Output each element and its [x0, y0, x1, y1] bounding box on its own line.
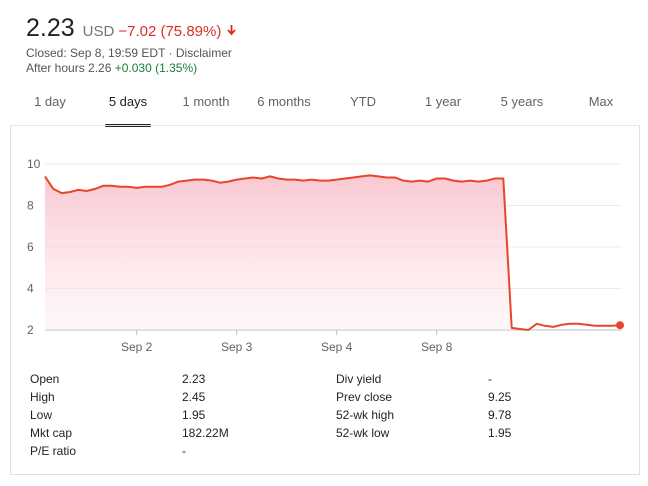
x-axis: Sep 2 Sep 3 Sep 4 Sep 8: [121, 330, 453, 354]
stat-value: -: [182, 444, 186, 458]
stat-value: 182.22M: [182, 426, 229, 440]
y-tick-label: 4: [27, 282, 34, 296]
stat-pe-ratio: P/E ratio -: [30, 444, 290, 462]
stat-label: P/E ratio: [30, 444, 77, 458]
tab-1-day[interactable]: 1 day: [34, 94, 66, 109]
stat-52wk-high: 52-wk high 9.78: [336, 408, 590, 426]
y-tick-label: 10: [27, 157, 41, 171]
price-change: −7.02 (75.89%): [118, 23, 222, 40]
price-line-series: [44, 174, 621, 331]
y-axis-labels: 10 8 6 4 2: [27, 157, 41, 337]
price-line: 2.23 USD −7.02 (75.89%): [26, 14, 237, 43]
chart-card: [10, 125, 640, 475]
stat-prev-close: Prev close 9.25: [336, 390, 590, 408]
y-tick-label: 8: [27, 199, 34, 213]
currency-code: USD: [82, 23, 115, 40]
stat-value: 9.78: [488, 408, 512, 422]
stat-value: 2.45: [182, 390, 206, 404]
stat-value: 9.25: [488, 390, 512, 404]
closed-time: Closed: Sep 8, 19:59 EDT: [26, 46, 166, 60]
tab-ytd[interactable]: YTD: [350, 94, 376, 109]
x-tick-label: Sep 4: [321, 340, 353, 354]
stat-high: High 2.45: [30, 390, 290, 408]
stat-label: Div yield: [336, 372, 382, 386]
tab-5-days[interactable]: 5 days: [105, 84, 151, 127]
stat-label: Prev close: [336, 390, 393, 404]
stat-52wk-low: 52-wk low 1.95: [336, 426, 590, 444]
stat-label: High: [30, 390, 55, 404]
stat-low: Low 1.95: [30, 408, 290, 426]
tab-max[interactable]: Max: [588, 94, 614, 109]
price-chart[interactable]: 10 8 6 4 2 Sep 2 Sep 3 Sep 4 Sep 8: [10, 126, 640, 360]
range-tabs: 1 day 5 days 1 month 6 months YTD 1 year…: [10, 84, 640, 127]
stat-div-yield: Div yield -: [336, 372, 590, 390]
after-hours-info: After hours 2.26 +0.030 (1.35%): [26, 61, 236, 76]
quote-header: 2.23 USD −7.02 (75.89%) Closed: Sep 8, 1…: [26, 14, 237, 76]
stat-value: 2.23: [182, 372, 206, 386]
stat-label: 52-wk high: [336, 408, 395, 422]
x-tick-label: Sep 2: [121, 340, 153, 354]
arrow-down-icon: [227, 25, 237, 36]
stat-label: Low: [30, 408, 53, 422]
after-hours-price: After hours 2.26: [26, 61, 112, 75]
y-tick-label: 6: [27, 240, 34, 254]
stat-mkt-cap: Mkt cap 182.22M: [30, 426, 290, 444]
disclaimer-link[interactable]: Disclaimer: [175, 46, 232, 60]
stat-label: Open: [30, 372, 60, 386]
stat-value: -: [488, 372, 492, 386]
stat-label: 52-wk low: [336, 426, 390, 440]
last-price-marker: [616, 321, 624, 330]
closed-info: Closed: Sep 8, 19:59 EDT · Disclaimer: [26, 46, 236, 61]
tab-1-year[interactable]: 1 year: [424, 94, 462, 109]
current-price: 2.23: [26, 14, 75, 42]
stat-value: 1.95: [488, 426, 512, 440]
tab-5-years[interactable]: 5 years: [500, 94, 544, 109]
stat-open: Open 2.23: [30, 372, 290, 390]
separator: ·: [165, 46, 176, 60]
stat-value: 1.95: [182, 408, 206, 422]
price-area: [45, 175, 512, 330]
stat-label: Mkt cap: [30, 426, 73, 440]
after-hours-change: +0.030 (1.35%): [114, 61, 198, 75]
y-tick-label: 2: [27, 323, 34, 337]
tab-1-month[interactable]: 1 month: [182, 94, 230, 109]
tab-6-months[interactable]: 6 months: [257, 94, 311, 109]
x-tick-label: Sep 8: [421, 340, 453, 354]
x-tick-label: Sep 3: [221, 340, 253, 354]
